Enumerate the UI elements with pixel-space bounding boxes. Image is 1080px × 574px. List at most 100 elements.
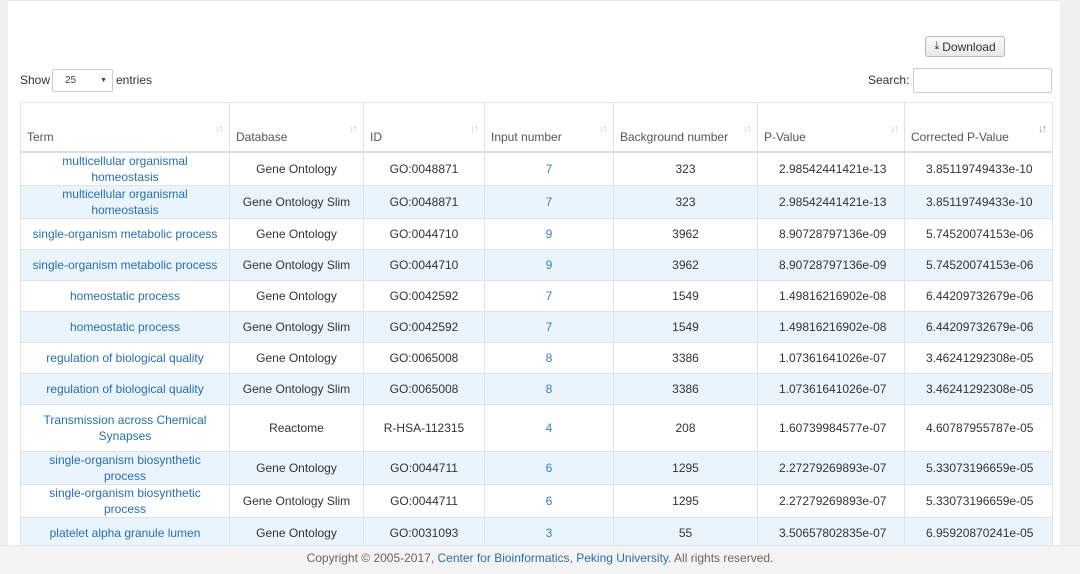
term-cell[interactable]: single-organism metabolic process xyxy=(20,249,230,281)
term-cell[interactable]: single-organism metabolic process xyxy=(20,218,230,250)
background-number-cell: 1295 xyxy=(613,484,758,518)
term-cell[interactable]: homeostatic process xyxy=(20,280,230,312)
entries-label: entries xyxy=(116,73,153,87)
column-header[interactable]: Background number ↓↑ xyxy=(613,102,758,153)
column-header[interactable]: Term ↓↑ xyxy=(20,102,230,153)
term-cell[interactable]: Transmission across Chemical Synapses xyxy=(20,404,230,452)
id-cell: GO:0048871 xyxy=(363,185,485,219)
table-row: single-organism biosynthetic process Gene… xyxy=(20,484,1053,518)
table-row: single-organism biosynthetic process Gene… xyxy=(20,451,1053,485)
show-label: Show xyxy=(20,73,51,87)
background-number-cell: 3962 xyxy=(613,249,758,281)
p-value-cell: 2.27279269893e-07 xyxy=(757,484,905,518)
column-header[interactable]: Database ↓↑ xyxy=(229,102,364,153)
p-value-cell: 1.49816216902e-08 xyxy=(757,280,905,312)
input-number-cell[interactable]: 6 xyxy=(484,484,614,518)
download-button[interactable]: ⤓ Download xyxy=(925,36,1005,57)
input-number-cell[interactable]: 7 xyxy=(484,311,614,343)
database-cell: Gene Ontology Slim xyxy=(229,185,364,219)
id-cell: GO:0044711 xyxy=(363,451,485,485)
background-number-cell: 3962 xyxy=(613,218,758,250)
chevron-down-icon: ▼ xyxy=(100,77,107,84)
term-cell[interactable]: multicellular organismal homeostasis xyxy=(20,185,230,219)
term-cell[interactable]: multicellular organismal homeostasis xyxy=(20,151,230,186)
search-input[interactable] xyxy=(913,68,1052,93)
database-cell: Gene Ontology Slim xyxy=(229,373,364,405)
id-cell: GO:0044711 xyxy=(363,484,485,518)
id-cell: GO:0031093 xyxy=(363,517,485,545)
sort-icon[interactable]: ↓↑ xyxy=(470,123,479,135)
column-header[interactable]: P-Value ↓↑ xyxy=(757,102,905,153)
input-number-cell[interactable]: 3 xyxy=(484,517,614,545)
term-cell[interactable]: regulation of biological quality xyxy=(20,373,230,405)
table-row: platelet alpha granule lumen Gene Ontolog… xyxy=(20,517,1053,545)
term-cell[interactable]: platelet alpha granule lumen xyxy=(20,517,230,545)
column-header[interactable]: Corrected P-Value ↓↑ xyxy=(904,102,1053,153)
column-header[interactable]: Input number ↓↑ xyxy=(484,102,614,153)
input-number-cell[interactable]: 8 xyxy=(484,373,614,405)
term-cell[interactable]: single-organism biosynthetic process xyxy=(20,484,230,518)
input-number-cell[interactable]: 6 xyxy=(484,451,614,485)
table-row: multicellular organismal homeostasis Gene… xyxy=(20,151,1053,186)
id-cell: R-HSA-112315 xyxy=(363,404,485,452)
input-number-cell[interactable]: 7 xyxy=(484,151,614,186)
input-number-cell[interactable]: 7 xyxy=(484,185,614,219)
results-table: Term ↓↑ Database ↓↑ ID ↓↑ Input number ↓↑ Backgr… xyxy=(20,102,1053,545)
id-cell: GO:0065008 xyxy=(363,373,485,405)
column-header-label: Database xyxy=(236,130,288,144)
input-number-cell[interactable]: 8 xyxy=(484,342,614,374)
footer-link-center[interactable]: Center for Bioinformatics xyxy=(437,551,570,565)
sort-icon[interactable]: ↓↑ xyxy=(890,123,899,135)
table-row: regulation of biological quality Gene Ont… xyxy=(20,373,1053,405)
table-row: multicellular organismal homeostasis Gene… xyxy=(20,185,1053,219)
table-row: homeostatic process Gene Ontology Slim GO:… xyxy=(20,311,1053,343)
p-value-cell: 1.07361641026e-07 xyxy=(757,373,905,405)
p-value-cell: 2.98542441421e-13 xyxy=(757,185,905,219)
p-value-cell: 1.49816216902e-08 xyxy=(757,311,905,343)
column-header-label: Background number xyxy=(620,130,729,144)
column-header-label: ID xyxy=(370,130,382,144)
input-number-cell[interactable]: 4 xyxy=(484,404,614,452)
entries-length-select[interactable]: 25 ▼ xyxy=(52,69,113,92)
column-header-label: Input number xyxy=(491,130,562,144)
database-cell: Reactome xyxy=(229,404,364,452)
database-cell: Gene Ontology xyxy=(229,218,364,250)
p-value-cell: 1.60739984577e-07 xyxy=(757,404,905,452)
top-divider xyxy=(8,0,1060,1)
sort-icon[interactable]: ↓↑ xyxy=(599,123,608,135)
database-cell: Gene Ontology xyxy=(229,342,364,374)
footer-link-university[interactable]: Peking University xyxy=(576,551,669,565)
sort-icon[interactable]: ↓↑ xyxy=(215,123,224,135)
search-label: Search: xyxy=(868,73,910,87)
input-number-cell[interactable]: 9 xyxy=(484,218,614,250)
id-cell: GO:0044710 xyxy=(363,249,485,281)
background-number-cell: 208 xyxy=(613,404,758,452)
background-number-cell: 1549 xyxy=(613,311,758,343)
corrected-p-value-cell: 4.60787955787e-05 xyxy=(904,404,1053,452)
input-number-cell[interactable]: 7 xyxy=(484,280,614,312)
footer: Copyright © 2005-2017, Center for Bioinf… xyxy=(0,545,1080,574)
sort-icon[interactable]: ↓↑ xyxy=(1038,123,1047,135)
database-cell: Gene Ontology Slim xyxy=(229,484,364,518)
table-row: single-organism metabolic process Gene On… xyxy=(20,218,1053,250)
corrected-p-value-cell: 6.44209732679e-06 xyxy=(904,311,1053,343)
p-value-cell: 3.50657802835e-07 xyxy=(757,517,905,545)
input-number-cell[interactable]: 9 xyxy=(484,249,614,281)
p-value-cell: 8.90728797136e-09 xyxy=(757,218,905,250)
term-cell[interactable]: regulation of biological quality xyxy=(20,342,230,374)
p-value-cell: 2.27279269893e-07 xyxy=(757,451,905,485)
id-cell: GO:0042592 xyxy=(363,280,485,312)
sort-icon[interactable]: ↓↑ xyxy=(349,123,358,135)
term-cell[interactable]: single-organism biosynthetic process xyxy=(20,451,230,485)
corrected-p-value-cell: 3.46241292308e-05 xyxy=(904,373,1053,405)
sort-icon[interactable]: ↓↑ xyxy=(743,123,752,135)
table-header-row: Term ↓↑ Database ↓↑ ID ↓↑ Input number ↓↑ Backgr… xyxy=(20,102,1053,153)
column-header-label: P-Value xyxy=(764,130,806,144)
background-number-cell: 1295 xyxy=(613,451,758,485)
table-row: single-organism metabolic process Gene On… xyxy=(20,249,1053,281)
corrected-p-value-cell: 5.33073196659e-05 xyxy=(904,451,1053,485)
term-cell[interactable]: homeostatic process xyxy=(20,311,230,343)
p-value-cell: 2.98542441421e-13 xyxy=(757,151,905,186)
column-header[interactable]: ID ↓↑ xyxy=(363,102,485,153)
column-header-label: Term xyxy=(27,130,54,144)
